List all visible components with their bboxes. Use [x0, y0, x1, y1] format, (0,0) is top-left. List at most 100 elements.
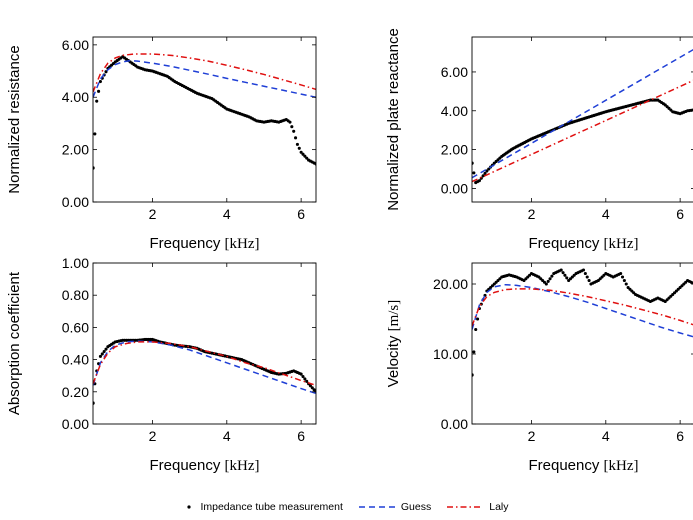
data-point	[548, 277, 552, 281]
data-point	[301, 374, 305, 379]
plot-area	[472, 48, 693, 185]
axes-frame	[92, 262, 317, 425]
axes-frame	[92, 36, 317, 203]
plot-area	[93, 337, 316, 405]
data-point	[297, 146, 301, 150]
data-point	[487, 167, 491, 171]
y-tick-label: 0.20	[62, 384, 89, 400]
x-tick-label: 4	[223, 206, 231, 222]
x-tick-label: 6	[297, 206, 305, 222]
y-tick-label: 4.00	[62, 89, 89, 105]
plot-area	[472, 268, 693, 377]
y-tick-label: 2.00	[62, 142, 89, 158]
x-tick-label: 2	[528, 206, 536, 222]
data-point	[294, 136, 298, 140]
y-tick-label: 10.00	[433, 346, 468, 362]
series-impedance-tube-measurement	[93, 337, 316, 405]
y-axis-label: Velocity [m/s]	[385, 300, 402, 388]
x-tick-label: 2	[149, 206, 157, 222]
series-guess-line	[93, 340, 316, 395]
data-point	[301, 152, 305, 156]
series-laly-line	[472, 288, 693, 327]
data-point	[98, 354, 102, 358]
data-point	[104, 70, 108, 74]
x-tick-label: 2	[528, 428, 536, 444]
data-point	[288, 120, 292, 124]
legend-entry-guess: Guess	[358, 501, 432, 513]
y-tick-label: 1.00	[62, 255, 89, 271]
y-tick-label: 0.00	[62, 416, 89, 432]
y-tick-label: 6.00	[62, 37, 89, 53]
data-point	[544, 282, 548, 286]
x-tick-label: 6	[297, 428, 305, 444]
data-point	[481, 174, 485, 178]
series-guess-line	[472, 48, 693, 179]
data-point	[100, 352, 104, 356]
data-point	[583, 271, 587, 276]
data-point	[476, 317, 480, 321]
data-point	[295, 142, 299, 146]
series-impedance-tube-measurement	[472, 268, 693, 377]
data-point	[585, 275, 589, 279]
data-point	[93, 132, 97, 136]
y-tick-label: 20.00	[433, 276, 468, 292]
data-point	[565, 276, 569, 280]
data-point	[95, 99, 99, 103]
y-tick-label: 0.00	[441, 416, 468, 432]
data-point	[292, 129, 296, 133]
chart-panel-4: 2 4 6 0.00 10.00 20.00 Frequency [kHz] Velocity…	[385, 262, 693, 474]
data-point	[474, 327, 478, 332]
data-point	[97, 89, 101, 93]
data-point	[98, 79, 102, 84]
chart-panel-3: 2 4 6 0.00 0.20 0.40 0.60 0.80 1.00 Frequency [kH…	[6, 255, 317, 474]
series-guess-line	[93, 59, 316, 98]
y-axis-label: Normalized plate reactance	[385, 28, 402, 211]
data-point	[303, 154, 307, 158]
data-point	[561, 271, 565, 275]
data-point	[308, 384, 312, 388]
y-tick-label: 0.00	[441, 180, 468, 196]
data-point	[299, 372, 303, 376]
data-point	[472, 350, 476, 354]
series-impedance-tube-measurement	[472, 98, 693, 185]
x-tick-label: 6	[676, 206, 684, 222]
data-point	[546, 279, 550, 283]
data-point	[303, 377, 307, 381]
y-tick-label: 2.00	[441, 142, 468, 158]
y-tick-label: 0.40	[62, 352, 89, 368]
legend: Impedance tube measurement Guess Laly	[0, 497, 693, 517]
data-point	[472, 171, 476, 175]
x-tick-label: 4	[223, 428, 231, 444]
plot-area	[93, 53, 316, 170]
y-axis-label: Absorption coefficient	[6, 271, 23, 415]
x-tick-label: 6	[676, 428, 684, 444]
x-axis-label: Frequency [kHz]	[149, 235, 259, 252]
x-tick-label: 2	[149, 428, 157, 444]
data-point	[581, 268, 586, 272]
legend-entry-laly: Laly	[447, 501, 509, 513]
data-point	[624, 282, 628, 286]
data-point	[290, 125, 294, 129]
data-point	[299, 150, 303, 154]
data-point	[483, 171, 487, 175]
chart-panel-2: 2 4 6 0.00 2.00 4.00 6.00 Frequency [kHz] Normal…	[385, 28, 693, 252]
data-point	[563, 273, 567, 277]
data-point	[622, 278, 626, 283]
data-point	[102, 350, 106, 354]
legend-label-measurement: Impedance tube measurement	[200, 501, 343, 513]
y-tick-label: 0.80	[62, 287, 89, 303]
legend-entry-measurement: Impedance tube measurement	[184, 501, 343, 513]
axes-frame	[471, 262, 693, 425]
y-tick-label: 0.00	[62, 194, 89, 210]
legend-label-laly: Laly	[489, 501, 509, 513]
y-tick-label: 6.00	[441, 64, 468, 80]
data-point	[619, 271, 623, 276]
series-laly-line	[93, 53, 316, 93]
data-point	[310, 386, 314, 390]
x-axis-label: Frequency [kHz]	[528, 457, 638, 474]
legend-label-guess: Guess	[400, 501, 432, 513]
data-point	[550, 274, 554, 278]
series-impedance-tube-measurement	[93, 55, 316, 170]
legend-swatch-guess	[358, 502, 395, 512]
